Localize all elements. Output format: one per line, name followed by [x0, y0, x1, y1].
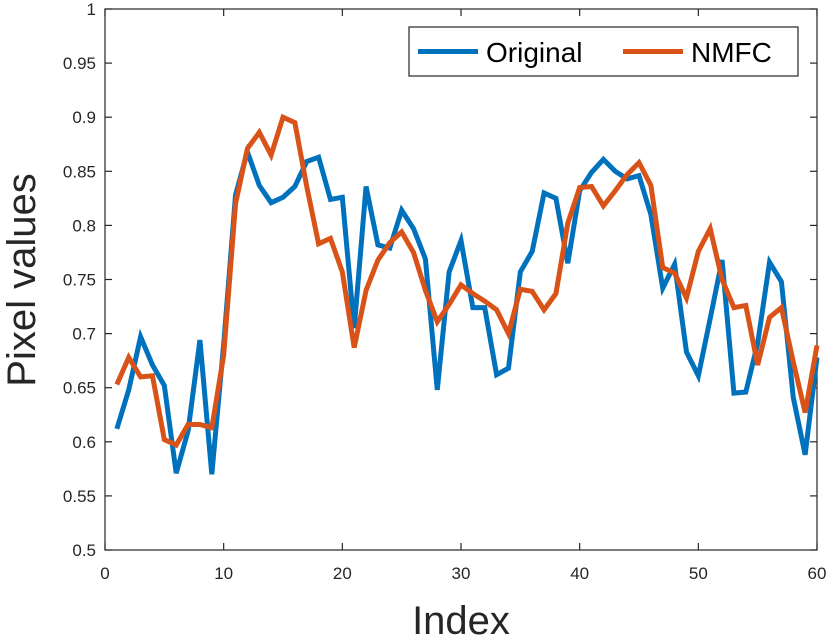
x-tick-label: 10 — [214, 564, 233, 583]
legend-label-original: Original — [486, 37, 582, 68]
x-tick-label: 50 — [689, 564, 708, 583]
x-tick-label: 60 — [808, 564, 827, 583]
plot-frame — [104, 8, 818, 551]
y-tick-label: 0.95 — [63, 54, 96, 73]
legend: Original NMFC — [408, 26, 799, 77]
y-tick-label: 0.9 — [72, 108, 96, 127]
y-tick-label: 0.8 — [72, 216, 96, 235]
x-tick-label: 0 — [100, 564, 109, 583]
series-line-nmfc — [114, 113, 820, 449]
x-axis-title: Index — [412, 599, 510, 638]
x-tick-label: 30 — [452, 564, 471, 583]
y-tick-label: 0.55 — [63, 487, 96, 506]
y-tick-label: 0.6 — [72, 433, 96, 452]
plot-area — [104, 8, 818, 551]
x-tick-label: 20 — [333, 564, 352, 583]
y-tick-label: 0.85 — [63, 162, 96, 181]
series-layer — [114, 113, 820, 475]
x-axis: 0 10 20 30 40 50 60 — [100, 9, 826, 583]
y-axis-title: Pixel values — [0, 173, 44, 386]
y-tick-label: 0.7 — [72, 325, 96, 344]
x-tick-label: 40 — [570, 564, 589, 583]
y-tick-label: 0.75 — [63, 271, 96, 290]
y-tick-label: 0.5 — [72, 541, 96, 560]
y-axis: 0.5 0.55 0.6 0.65 0.7 0.75 0.8 0.85 0.9 0.95 1 — [63, 0, 817, 560]
legend-label-nmfc: NMFC — [691, 37, 772, 68]
y-tick-label: 1 — [87, 0, 96, 19]
y-tick-label: 0.65 — [63, 379, 96, 398]
